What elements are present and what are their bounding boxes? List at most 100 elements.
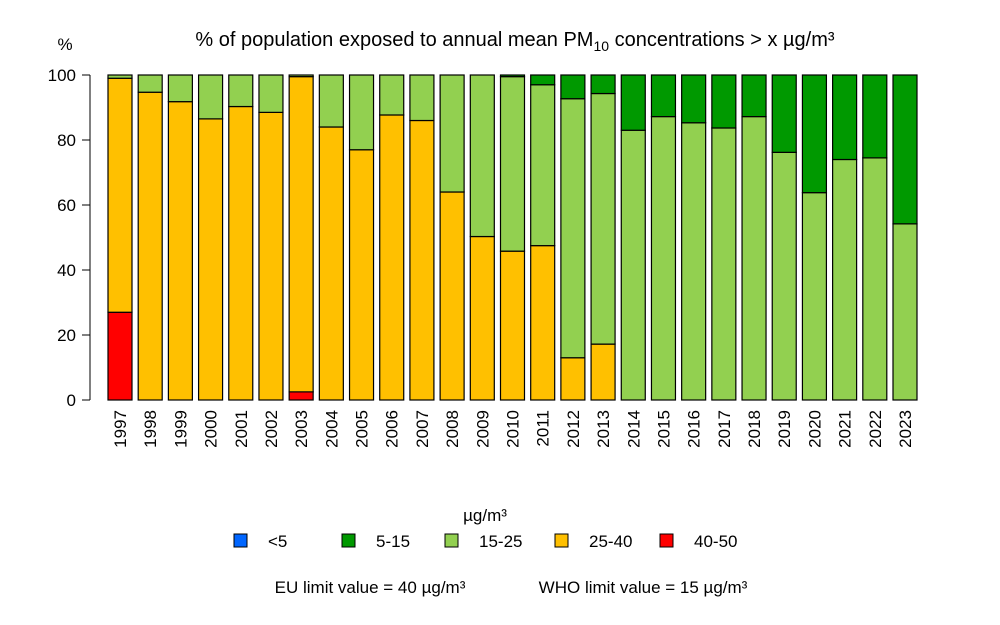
y-tick-label: 0 [67, 391, 76, 410]
legend-swatch [554, 533, 569, 548]
bar-segment-2011-5-15 [530, 74, 556, 86]
bar-segment-2017-5-15 [711, 74, 737, 129]
bar-segment-2002-15-25 [258, 74, 284, 113]
legend-label: 5-15 [376, 532, 410, 551]
bar-segment-2011-15-25 [530, 84, 556, 247]
bar-segment-2003-25-40 [288, 76, 314, 393]
x-tick-label: 2018 [745, 410, 764, 448]
bar-segment-2012-25-40 [560, 357, 586, 401]
bar-segment-2000-25-40 [197, 118, 224, 401]
bar-segment-2021-15-25 [832, 158, 858, 401]
bar-segment-2014-5-15 [620, 74, 646, 131]
bar-segment-2009-15-25 [469, 74, 495, 238]
bar-segment-2022-15-25 [862, 157, 888, 401]
x-tick-label: 2011 [534, 410, 553, 447]
legend: <5 5-15 15-25 25-40 40-50 [233, 532, 737, 551]
bar-segment-2016-15-25 [681, 122, 707, 401]
y-axis-label: % [57, 35, 72, 54]
bar-segment-2023-15-25 [892, 223, 918, 401]
x-tick-label: 2013 [594, 410, 613, 448]
bar-segment-2006-15-25 [379, 74, 405, 116]
bar-segment-1999-15-25 [167, 74, 193, 103]
x-tick-label: 2010 [504, 410, 523, 448]
bar-segment-2003-15-25 [288, 74, 314, 78]
x-tick-label: 2002 [262, 410, 281, 448]
legend-swatch [444, 533, 459, 548]
x-tick-label: 2016 [685, 410, 704, 448]
bar-segment-2023-5-15 [892, 74, 918, 225]
legend-label: 40-50 [694, 532, 737, 551]
x-tick-label: 2015 [654, 410, 673, 448]
footnote-eu: EU limit value = 40 µg/m³ [275, 578, 466, 597]
bar-segment-2004-25-40 [318, 126, 344, 401]
legend-label: 15-25 [479, 532, 522, 551]
x-tick-label: 2006 [383, 410, 402, 448]
bar-segment-2000-15-25 [197, 74, 224, 120]
bar-segment-1997-15-25 [107, 74, 133, 79]
y-tick-label: 80 [57, 131, 76, 150]
bar-segment-2011-25-40 [530, 245, 556, 401]
x-tick-label: 2014 [624, 410, 643, 448]
bar-segment-2015-5-15 [650, 74, 677, 118]
bar-segment-2015-15-25 [650, 115, 677, 401]
bar-segment-2004-15-25 [318, 74, 344, 128]
y-axis: 0 20 40 60 80 100 [48, 66, 91, 410]
bar-segment-2020-15-25 [801, 192, 828, 401]
x-tick-label: 2001 [232, 410, 251, 448]
x-tick-label: 2020 [805, 410, 824, 448]
bar-segment-2010-15-25 [499, 76, 526, 252]
bar-segment-2007-15-25 [409, 74, 435, 122]
x-tick-label: 2012 [564, 410, 583, 448]
bar-segment-1997-40-50 [107, 311, 133, 401]
bar-segment-2006-25-40 [379, 114, 405, 401]
bar-segment-2012-5-15 [560, 74, 586, 100]
bar-segment-2003-40-50 [288, 391, 314, 401]
bar-segment-2018-15-25 [741, 115, 767, 401]
legend-label: <5 [268, 532, 287, 551]
bar-segment-2014-15-25 [620, 129, 646, 401]
x-tick-label: 2008 [443, 410, 462, 448]
y-tick-label: 40 [57, 261, 76, 280]
bar-segment-2013-5-15 [590, 74, 616, 95]
x-tick-label: 2005 [353, 410, 372, 448]
chart-title: % of population exposed to annual mean P… [195, 29, 834, 54]
x-tick-label: 2003 [292, 410, 311, 448]
bar-segment-2016-5-15 [681, 74, 707, 124]
bar-segment-1998-15-25 [137, 74, 163, 93]
bar-segment-2021-5-15 [832, 74, 858, 161]
x-tick-label: 2000 [202, 410, 221, 448]
bar-segment-2018-5-15 [741, 74, 767, 118]
bar-segment-2008-15-25 [439, 74, 465, 193]
x-tick-label: 2004 [322, 410, 341, 448]
x-tick-label: 2007 [413, 410, 432, 448]
x-tick-label: 1998 [141, 410, 160, 448]
y-tick-label: 100 [48, 66, 76, 85]
y-tick-label: 20 [57, 326, 76, 345]
bar-segment-2009-25-40 [469, 235, 495, 401]
bar-segment-1997-25-40 [107, 77, 133, 313]
legend-swatch [233, 533, 248, 548]
bar-segment-2001-25-40 [228, 105, 254, 401]
bar-segment-2013-15-25 [590, 92, 616, 345]
bar-segment-2008-25-40 [439, 191, 465, 401]
x-axis: 1997 1998 1999 2000 2001 2002 2003 2004 2005 2006… [111, 410, 915, 448]
bar-segment-2020-5-15 [801, 74, 828, 194]
bar-segment-2001-15-25 [228, 74, 254, 108]
x-tick-label: 2022 [866, 410, 885, 448]
bars [107, 74, 918, 401]
x-tick-label: 1997 [111, 410, 130, 448]
footnote-who: WHO limit value = 15 µg/m³ [539, 578, 748, 597]
y-tick-label: 60 [57, 196, 76, 215]
bar-segment-2007-25-40 [409, 119, 435, 401]
bar-segment-2022-5-15 [862, 74, 888, 159]
bar-segment-2019-15-25 [771, 151, 797, 401]
legend-swatch [341, 533, 356, 548]
bar-segment-2010-25-40 [499, 250, 526, 401]
bar-segment-2010-5-15 [499, 74, 526, 78]
x-tick-label: 2019 [775, 410, 794, 448]
x-tick-label: 2023 [896, 410, 915, 448]
bar-segment-2002-25-40 [258, 111, 284, 401]
bar-segment-2005-25-40 [348, 149, 375, 401]
legend-swatch [659, 533, 674, 548]
